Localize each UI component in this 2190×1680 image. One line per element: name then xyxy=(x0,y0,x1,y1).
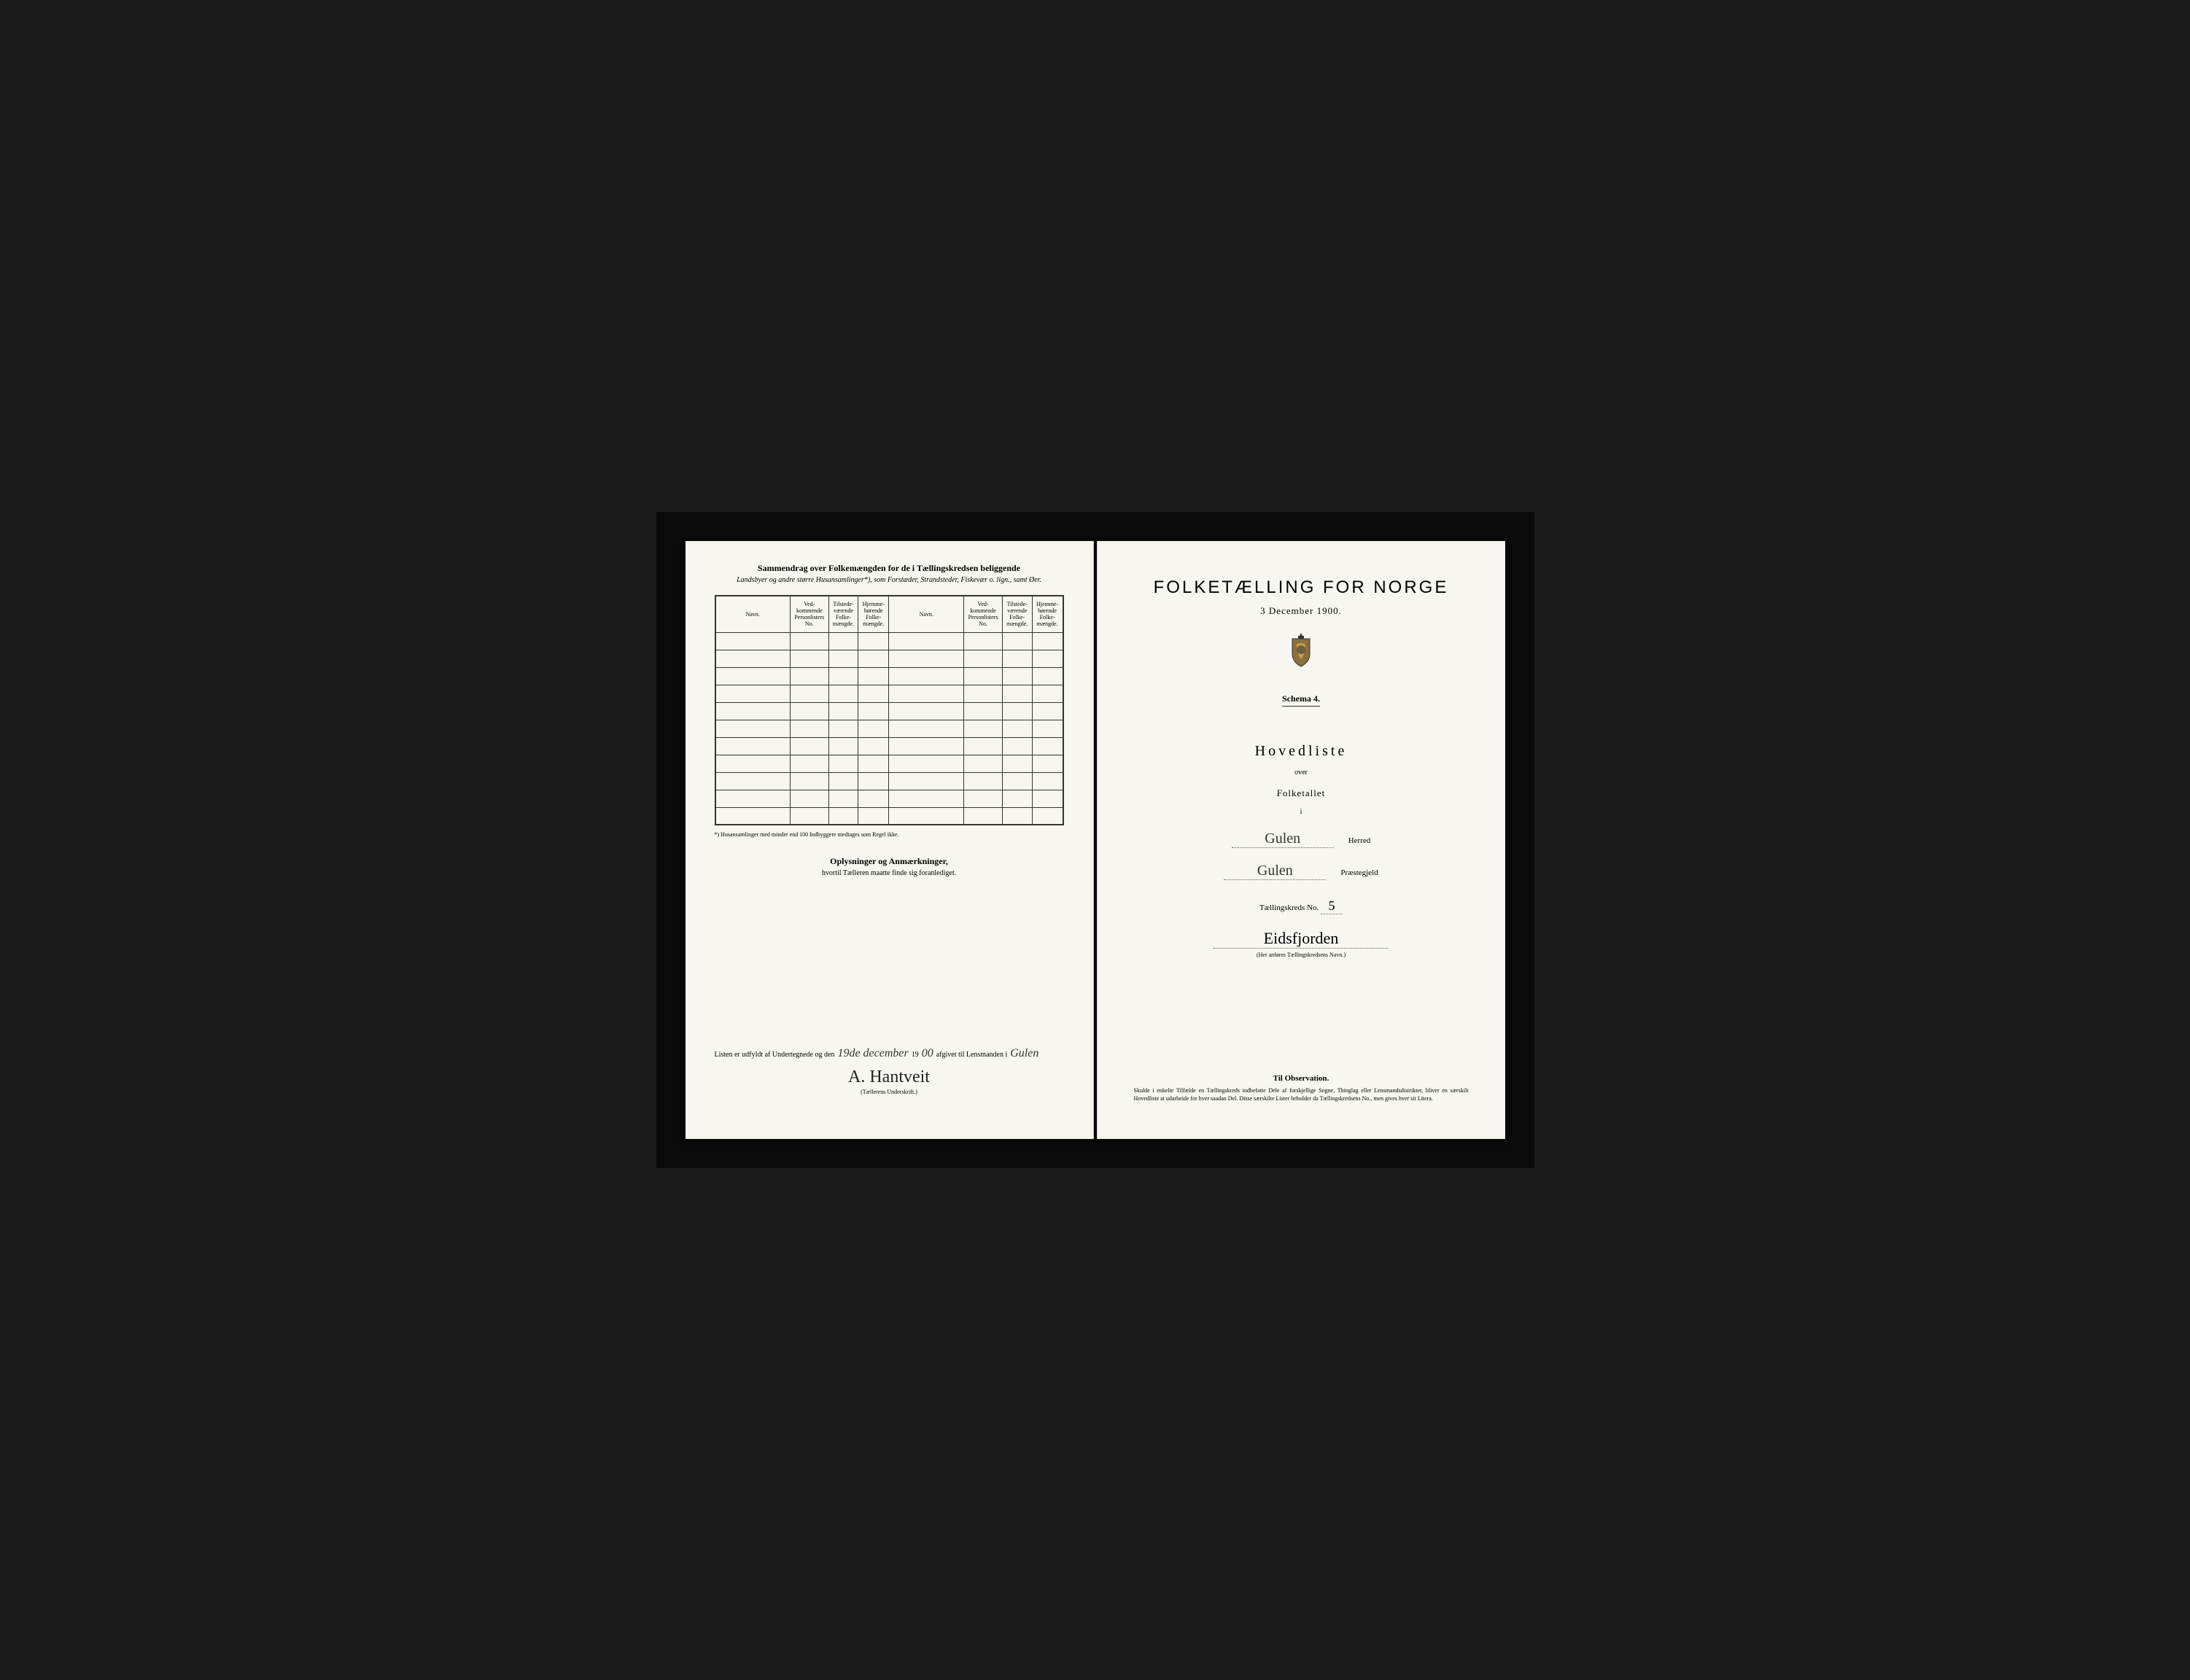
right-content: FOLKETÆLLING FOR NORGE 3 December 1900. … xyxy=(1127,578,1476,958)
signature-label: (Tællerens Underskrift.) xyxy=(715,1089,1064,1095)
coat-of-arms-icon xyxy=(1286,631,1316,668)
schema-label: Schema 4. xyxy=(1282,693,1320,707)
table-row xyxy=(715,737,1063,755)
summary-subtitle: Landsbyer og andre større Husansamlinger… xyxy=(715,576,1064,584)
signature-line: Listen er udfyldt af Undertegnede og den… xyxy=(715,1047,1064,1060)
table-row xyxy=(715,720,1063,737)
crest-svg xyxy=(1286,631,1316,668)
praestegjeld-label: Præstegjeld xyxy=(1340,868,1378,877)
table-row xyxy=(715,667,1063,685)
praestegjeld-row: Gulen Præstegjeld xyxy=(1127,863,1476,880)
table-footnote: *) Husansamlinger med mindre end 100 Ind… xyxy=(715,831,1064,838)
info-title: Oplysninger og Anmærkninger, xyxy=(715,856,1064,867)
signature-block: Listen er udfyldt af Undertegnede og den… xyxy=(715,1047,1064,1095)
table-row xyxy=(715,755,1063,772)
summary-title: Sammendrag over Folkemængden for de i Tæ… xyxy=(715,563,1064,574)
hovedliste-heading: Hovedliste xyxy=(1127,743,1476,760)
kreds-number: 5 xyxy=(1321,898,1343,914)
info-section: Oplysninger og Anmærkninger, hvortil Tæl… xyxy=(715,856,1064,877)
th-hjemme-2: Hjemme-hørende Folke-mængde. xyxy=(1032,596,1063,632)
praestegjeld-value: Gulen xyxy=(1224,863,1326,880)
kreds-hint: (Her anføres Tællingskredsens Navn.) xyxy=(1127,952,1476,958)
table-row xyxy=(715,790,1063,807)
sig-year-suffix: 00 xyxy=(922,1047,933,1060)
table-row xyxy=(715,632,1063,650)
th-tilstede-2: Tilstede-værende Folke-mængde. xyxy=(1002,596,1032,632)
herred-value: Gulen xyxy=(1232,831,1334,848)
census-date: 3 December 1900. xyxy=(1127,605,1476,617)
summary-table: Navn. Ved-kommende Personlisters No. Til… xyxy=(715,595,1064,825)
th-personlister-2: Ved-kommende Personlisters No. xyxy=(964,596,1003,632)
herred-label: Herred xyxy=(1348,836,1371,845)
observation-block: Til Observation. Skulde i enkelte Tilfæl… xyxy=(1134,1074,1469,1102)
right-page: FOLKETÆLLING FOR NORGE 3 December 1900. … xyxy=(1097,541,1505,1139)
sig-prefix: Listen er udfyldt af Undertegnede og den xyxy=(715,1051,835,1059)
th-tilstede-1: Tilstede-værende Folke-mængde. xyxy=(828,596,858,632)
table-row xyxy=(715,772,1063,790)
left-page: Sammendrag over Folkemængden for de i Tæ… xyxy=(686,541,1094,1139)
kreds-row: Tællingskreds No. 5 xyxy=(1127,898,1476,914)
signature-name: A. Hantveit xyxy=(715,1068,1064,1087)
sig-date: 19de december xyxy=(837,1047,908,1060)
th-personlister-1: Ved-kommende Personlisters No. xyxy=(791,596,829,632)
sig-place: Gulen xyxy=(1010,1047,1038,1060)
observation-title: Til Observation. xyxy=(1134,1074,1469,1083)
th-navn-1: Navn. xyxy=(715,596,791,632)
kreds-prefix: Tællingskreds No. xyxy=(1259,903,1319,912)
table-row xyxy=(715,807,1063,825)
info-subtitle: hvortil Tælleren maatte finde sig foranl… xyxy=(715,869,1064,877)
th-navn-2: Navn. xyxy=(889,596,964,632)
sig-year-prefix: 19 xyxy=(912,1051,919,1059)
folketallet-text: Folketallet xyxy=(1127,788,1476,799)
kreds-name-row: Eidsfjorden xyxy=(1127,914,1476,949)
kreds-name: Eidsfjorden xyxy=(1214,929,1389,949)
i-text: i xyxy=(1127,808,1476,816)
left-header: Sammendrag over Folkemængden for de i Tæ… xyxy=(715,563,1064,584)
table-body xyxy=(715,632,1063,825)
census-title: FOLKETÆLLING FOR NORGE xyxy=(1127,578,1476,598)
table-row xyxy=(715,650,1063,667)
herred-row: Gulen Herred xyxy=(1127,831,1476,848)
over-text: over xyxy=(1127,769,1476,777)
table-row xyxy=(715,685,1063,702)
table-row xyxy=(715,702,1063,720)
th-hjemme-1: Hjemme-hørende Folke-mængde. xyxy=(858,596,889,632)
observation-text: Skulde i enkelte Tilfælde en Tællingskre… xyxy=(1134,1086,1469,1102)
document-scan-frame: Sammendrag over Folkemængden for de i Tæ… xyxy=(656,512,1534,1168)
sig-middle: afgivet til Lensmanden i xyxy=(936,1051,1007,1059)
